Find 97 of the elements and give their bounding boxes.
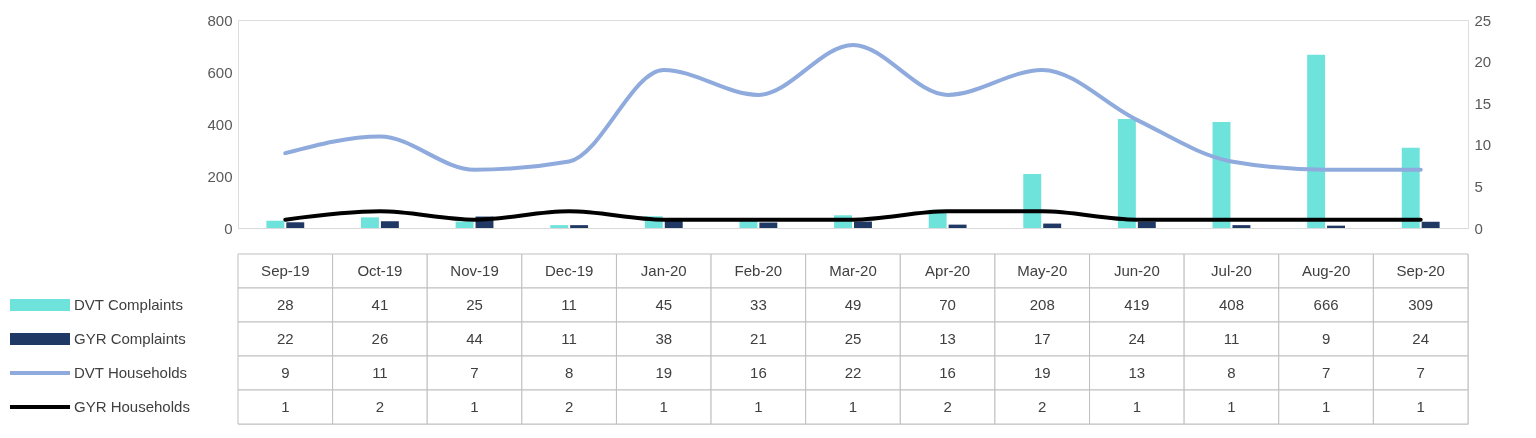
bar — [361, 217, 379, 228]
bar — [1117, 119, 1136, 228]
data-label: 1 — [470, 398, 479, 415]
bar — [854, 221, 872, 228]
data-label: 2 — [1038, 398, 1047, 415]
bar — [570, 225, 589, 228]
data-label: 25 — [844, 330, 862, 347]
line-series — [283, 42, 1423, 172]
data-label: 2 — [943, 398, 952, 415]
data-label: 21 — [750, 330, 767, 347]
bar — [266, 220, 285, 228]
y2-tick-label: 0 — [1474, 219, 1483, 237]
data-label: 24 — [1412, 330, 1430, 347]
data-label: 19 — [1033, 364, 1051, 381]
bar — [759, 222, 778, 228]
x-tick-label: May-20 — [1017, 262, 1068, 279]
data-label: 1 — [1416, 398, 1425, 415]
y-tick-label: 600 — [207, 63, 233, 81]
data-label: 1 — [1321, 398, 1331, 415]
data-label: 45 — [655, 296, 673, 313]
bar — [1043, 223, 1062, 228]
data-label: 44 — [466, 330, 483, 347]
legend-label: DVT Households — [74, 364, 188, 381]
data-label: 49 — [844, 296, 862, 313]
x-tick-label: Nov-19 — [450, 262, 499, 279]
data-label: 11 — [1223, 330, 1240, 347]
data-label: 26 — [371, 330, 389, 347]
data-label: 309 — [1408, 296, 1434, 313]
bar — [1421, 221, 1440, 228]
data-label: 41 — [371, 296, 389, 313]
data-label: 8 — [564, 364, 574, 381]
data-label: 1 — [281, 398, 290, 415]
x-tick-label: Jun-20 — [1113, 262, 1160, 279]
y2-tick-label: 10 — [1474, 136, 1492, 154]
legend-label: DVT Complaints — [74, 296, 183, 313]
x-tick-label: Oct-19 — [357, 262, 403, 279]
legend-label: GYR Households — [74, 398, 190, 415]
bar — [550, 225, 569, 228]
data-label: 24 — [1128, 330, 1146, 347]
x-tick-label: Jul-20 — [1211, 262, 1252, 279]
data-label: 1 — [848, 398, 858, 415]
data-label: 28 — [276, 296, 294, 313]
bar — [1307, 54, 1326, 228]
y2-tick-label: 15 — [1474, 94, 1492, 112]
data-label: 8 — [1227, 364, 1236, 381]
data-label: 1 — [1132, 398, 1142, 415]
data-label: 1 — [754, 398, 763, 415]
y-tick-label: 800 — [207, 11, 233, 29]
bar — [455, 221, 474, 228]
y-tick-label: 0 — [224, 219, 233, 237]
data-label: 17 — [1033, 330, 1051, 347]
data-label: 9 — [281, 364, 290, 381]
y2-tick-label: 20 — [1474, 53, 1492, 71]
y-tick-label: 200 — [207, 167, 233, 185]
data-label: 408 — [1218, 296, 1244, 313]
data-label: 208 — [1029, 296, 1055, 313]
data-label: 16 — [750, 364, 767, 381]
data-label: 13 — [939, 330, 956, 347]
data-label: 2 — [564, 398, 574, 415]
data-label: 1 — [659, 398, 668, 415]
y-tick-label: 400 — [207, 115, 233, 133]
data-label: 419 — [1124, 296, 1150, 313]
data-label: 666 — [1313, 296, 1339, 313]
x-tick-label: Sep-20 — [1396, 262, 1445, 279]
data-label: 7 — [1321, 364, 1331, 381]
x-tick-label: Mar-20 — [829, 262, 877, 279]
data-label: 1 — [1227, 398, 1236, 415]
data-label: 7 — [470, 364, 479, 381]
data-label: 22 — [276, 330, 294, 347]
x-tick-label: Sep-19 — [261, 262, 310, 279]
data-label: 38 — [655, 330, 673, 347]
bar — [286, 222, 305, 228]
x-tick-label: Aug-20 — [1301, 262, 1351, 279]
data-label: 16 — [939, 364, 956, 381]
y2-tick-label: 25 — [1474, 11, 1492, 29]
data-label: 11 — [372, 364, 388, 381]
bar — [1232, 225, 1251, 228]
x-tick-label: Apr-20 — [925, 262, 971, 279]
y2-tick-label: 5 — [1474, 177, 1483, 195]
data-label: 22 — [844, 364, 862, 381]
data-label: 2 — [375, 398, 385, 415]
data-label: 7 — [1416, 364, 1425, 381]
bar — [1023, 173, 1042, 228]
legend-label: GYR Complaints — [74, 330, 186, 347]
data-label: 11 — [561, 330, 577, 347]
x-tick-label: Feb-20 — [734, 262, 783, 279]
x-tick-label: Jan-20 — [640, 262, 687, 279]
data-label: 13 — [1128, 364, 1146, 381]
bar — [1137, 221, 1156, 228]
x-tick-label: Dec-19 — [544, 262, 594, 279]
data-label: 9 — [1321, 330, 1331, 347]
data-label: 33 — [750, 296, 767, 313]
bar — [380, 221, 399, 228]
data-label: 11 — [561, 296, 577, 313]
data-label: 25 — [466, 296, 483, 313]
data-label: 19 — [655, 364, 673, 381]
data-label: 70 — [939, 296, 956, 313]
